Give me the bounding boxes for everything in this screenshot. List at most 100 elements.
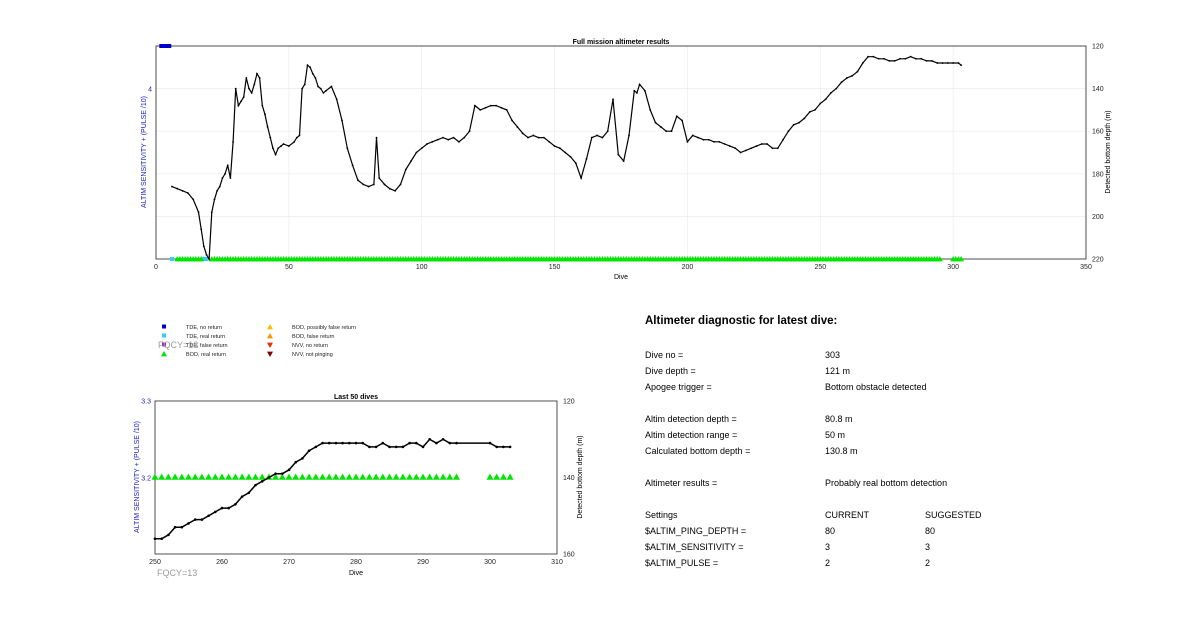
marker-triangle — [426, 473, 434, 480]
data-point — [537, 136, 540, 139]
setting-current: 3 — [825, 542, 831, 552]
data-point — [569, 155, 572, 158]
marker-triangle — [432, 473, 440, 480]
marker-triangle — [191, 473, 199, 480]
data-point — [798, 121, 800, 124]
data-point — [229, 177, 232, 179]
data-point — [723, 143, 726, 145]
data-point — [649, 109, 652, 111]
data-point — [354, 441, 358, 445]
top-y-left-ticks: 4 — [148, 87, 152, 94]
data-point — [617, 153, 620, 156]
data-point — [399, 183, 402, 186]
data-point — [272, 147, 274, 150]
full-mission-chart: Full mission altimeter results 0 50 100 150… — [141, 39, 1112, 281]
x-tick-label: 250 — [149, 559, 161, 566]
data-point — [248, 87, 250, 90]
last-50-dives-chart: Last 50 dives 250 260 270 280 290 300 310 1201… — [134, 394, 584, 577]
marker-triangle — [198, 256, 205, 262]
legend-triangle-up-icon — [267, 333, 273, 339]
data-point — [247, 491, 251, 495]
data-point — [408, 441, 411, 445]
data-point — [851, 74, 854, 77]
data-point — [755, 145, 758, 148]
data-point — [181, 189, 184, 192]
data-point — [261, 104, 264, 107]
data-point — [936, 62, 939, 64]
data-point — [341, 441, 344, 445]
data-point — [187, 522, 190, 525]
data-point — [670, 130, 673, 133]
data-point — [548, 140, 551, 143]
marker-triangle — [185, 473, 192, 480]
settings-header-row: Settings CURRENT SUGGESTED — [645, 507, 1165, 523]
legend-triangle-up-icon — [161, 351, 167, 357]
data-point — [281, 472, 284, 475]
marker-triangle — [151, 473, 159, 480]
marker-triangle — [486, 473, 494, 480]
marker-triangle — [158, 473, 166, 480]
data-point — [718, 140, 721, 143]
bottom-x-axis-label: Dive — [349, 570, 363, 577]
data-point — [867, 55, 870, 58]
legend: TDE, no return TDE, real return TDE, false… — [161, 324, 356, 358]
marker-triangle — [298, 473, 306, 480]
marker-triangle — [412, 473, 420, 480]
data-point — [505, 109, 508, 111]
data-point — [766, 143, 769, 145]
data-point — [205, 253, 208, 256]
bottom-y-right-ticks: 120 140 160 — [563, 399, 575, 559]
data-point — [553, 145, 556, 148]
legend-label: BOD, real return — [186, 352, 226, 358]
data-point — [301, 87, 304, 90]
data-point — [171, 185, 173, 188]
setting-name: $ALTIM_PULSE = — [645, 558, 719, 568]
data-point — [436, 138, 439, 141]
marker-triangle — [285, 473, 293, 480]
data-point — [260, 480, 264, 483]
data-point — [803, 117, 806, 120]
data-point — [378, 177, 381, 179]
data-point — [210, 211, 213, 214]
data-point — [915, 57, 917, 60]
data-point — [200, 518, 204, 521]
calc-depth-value: 130.8 m — [825, 446, 858, 456]
data-point — [319, 87, 322, 90]
data-point — [426, 143, 428, 145]
data-point — [447, 138, 450, 141]
data-point — [713, 140, 715, 143]
data-point — [495, 104, 498, 107]
data-point — [415, 441, 418, 445]
marker-square — [167, 44, 172, 48]
marker-triangle — [936, 256, 943, 262]
legend-square-icon — [162, 333, 166, 338]
data-point — [458, 140, 460, 143]
data-point — [532, 134, 535, 137]
setting-row: $ALTIM_PULSE = 2 2 — [645, 555, 1165, 571]
data-point — [960, 64, 963, 67]
y-right-tick-label: 180 — [1092, 171, 1104, 178]
data-point — [314, 445, 318, 449]
marker-triangle — [171, 473, 179, 480]
legend-label: NVV, not pinging — [292, 352, 333, 358]
legend-label: TDE, real return — [186, 334, 225, 340]
data-point — [644, 89, 646, 92]
data-point — [258, 77, 261, 79]
data-point — [941, 62, 944, 64]
data-point — [234, 502, 237, 506]
data-point — [771, 147, 774, 150]
data-point — [279, 145, 282, 148]
setting-suggested: 2 — [925, 558, 931, 568]
data-point — [516, 126, 519, 128]
fqcy-bottom-label: FQCY=13 — [157, 568, 198, 578]
data-point — [192, 198, 195, 201]
data-point — [266, 126, 269, 128]
y-right-tick-label: 120 — [1092, 44, 1104, 51]
marker-triangle — [252, 473, 259, 480]
x-tick-label: 300 — [484, 559, 496, 566]
data-point — [473, 104, 476, 107]
data-point — [307, 449, 311, 453]
data-point — [234, 87, 237, 90]
data-point — [375, 136, 378, 139]
data-point — [633, 89, 636, 92]
